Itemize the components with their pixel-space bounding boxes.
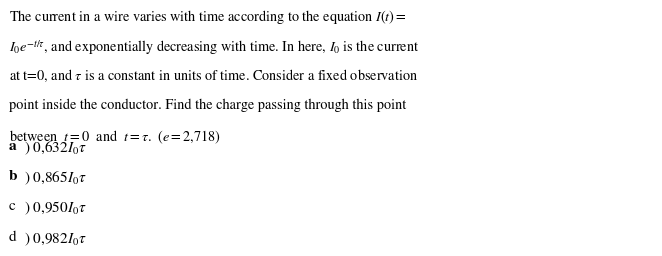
Text: $I_0 e^{-t/\tau}$, and exponentially decreasing with time. In here, $I_0$ is the: $I_0 e^{-t/\tau}$, and exponentially dec… bbox=[9, 38, 419, 57]
Text: ) 0,950$I_0\tau$: ) 0,950$I_0\tau$ bbox=[24, 200, 87, 217]
Text: point inside the conductor. Find the charge passing through this point: point inside the conductor. Find the cha… bbox=[9, 98, 406, 112]
Text: The current in a wire varies with time according to the equation $I(t) =$: The current in a wire varies with time a… bbox=[9, 8, 406, 26]
Text: b: b bbox=[9, 170, 17, 183]
Text: d: d bbox=[9, 230, 17, 243]
Text: c: c bbox=[9, 200, 15, 213]
Text: ) 0,632$I_0\tau$: ) 0,632$I_0\tau$ bbox=[24, 140, 87, 157]
Text: ) 0,865$I_0\tau$: ) 0,865$I_0\tau$ bbox=[24, 170, 87, 187]
Text: between  $t = 0$  and  $t = \tau$.  $(e = 2{,}718)$: between $t = 0$ and $t = \tau$. $(e = 2{… bbox=[9, 129, 220, 146]
Text: ) 0,982$I_0\tau$: ) 0,982$I_0\tau$ bbox=[24, 230, 87, 248]
Text: at t=0, and $\tau$ is a constant in units of time. Consider a fixed observation: at t=0, and $\tau$ is a constant in unit… bbox=[9, 68, 418, 84]
Text: a: a bbox=[9, 140, 17, 153]
